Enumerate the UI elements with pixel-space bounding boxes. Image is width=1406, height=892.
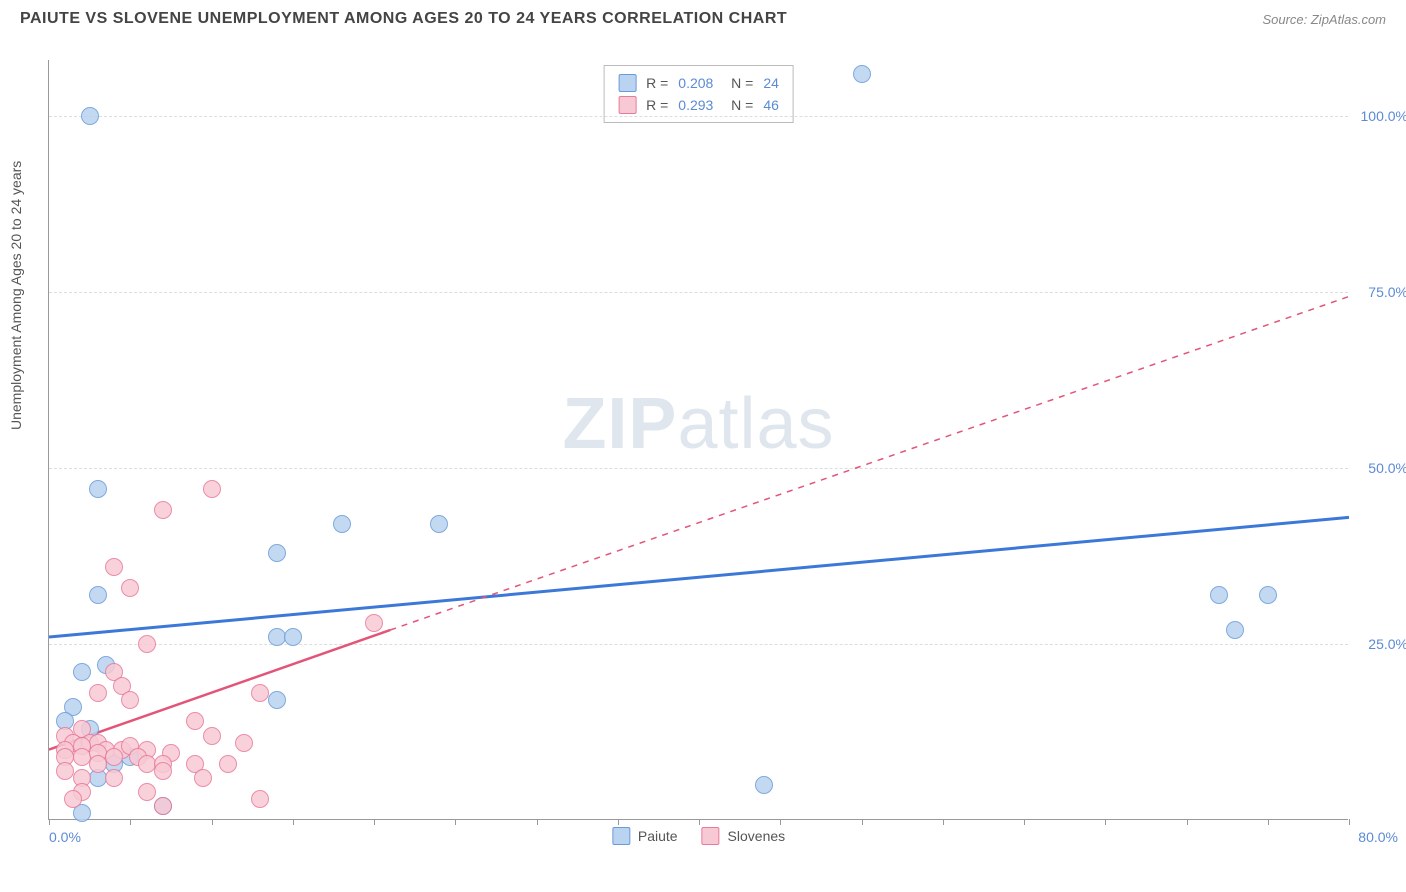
x-tick — [49, 819, 50, 825]
data-point — [81, 107, 99, 125]
x-axis-max-label: 80.0% — [1358, 829, 1398, 845]
paiute-r-value: 0.208 — [678, 75, 713, 91]
x-tick — [130, 819, 131, 825]
data-point — [203, 727, 221, 745]
series-legend: Paiute Slovenes — [612, 827, 785, 845]
paiute-legend-label: Paiute — [638, 828, 678, 844]
legend-item-paiute: Paiute — [612, 827, 678, 845]
trend-lines — [49, 60, 1349, 820]
r-label: R = — [646, 75, 668, 91]
data-point — [138, 635, 156, 653]
paiute-swatch — [618, 74, 636, 92]
data-point — [365, 614, 383, 632]
data-point — [105, 748, 123, 766]
y-tick-label: 75.0% — [1368, 284, 1406, 300]
slovenes-swatch — [618, 96, 636, 114]
x-tick — [293, 819, 294, 825]
data-point — [121, 691, 139, 709]
legend-row-paiute: R = 0.208 N = 24 — [618, 72, 779, 94]
data-point — [73, 663, 91, 681]
data-point — [251, 684, 269, 702]
x-tick — [780, 819, 781, 825]
header: PAIUTE VS SLOVENE UNEMPLOYMENT AMONG AGE… — [0, 0, 1406, 38]
source-attribution: Source: ZipAtlas.com — [1262, 12, 1386, 27]
data-point — [105, 769, 123, 787]
chart-title: PAIUTE VS SLOVENE UNEMPLOYMENT AMONG AGE… — [20, 10, 787, 28]
slovenes-n-value: 46 — [763, 97, 779, 113]
x-axis-min-label: 0.0% — [49, 829, 81, 845]
data-point — [89, 586, 107, 604]
x-tick — [1105, 819, 1106, 825]
data-point — [138, 783, 156, 801]
data-point — [251, 790, 269, 808]
x-tick — [1024, 819, 1025, 825]
slovenes-r-value: 0.293 — [678, 97, 713, 113]
data-point — [89, 755, 107, 773]
x-tick — [374, 819, 375, 825]
gridline-h — [49, 292, 1348, 293]
x-tick — [862, 819, 863, 825]
legend-row-slovenes: R = 0.293 N = 46 — [618, 94, 779, 116]
data-point — [219, 755, 237, 773]
r-label: R = — [646, 97, 668, 113]
x-tick — [537, 819, 538, 825]
x-tick — [699, 819, 700, 825]
x-tick — [212, 819, 213, 825]
x-tick — [1349, 819, 1350, 825]
data-point — [64, 790, 82, 808]
y-tick-label: 50.0% — [1368, 460, 1406, 476]
data-point — [121, 579, 139, 597]
data-point — [430, 515, 448, 533]
n-label: N = — [723, 97, 753, 113]
x-tick — [618, 819, 619, 825]
y-tick-label: 25.0% — [1368, 636, 1406, 652]
x-tick — [943, 819, 944, 825]
x-tick — [1187, 819, 1188, 825]
correlation-legend: R = 0.208 N = 24 R = 0.293 N = 46 — [603, 65, 794, 123]
data-point — [194, 769, 212, 787]
data-point — [268, 691, 286, 709]
data-point — [89, 684, 107, 702]
data-point — [755, 776, 773, 794]
gridline-h — [49, 116, 1348, 117]
watermark: ZIPatlas — [562, 383, 834, 465]
slovenes-legend-label: Slovenes — [728, 828, 786, 844]
data-point — [89, 480, 107, 498]
paiute-swatch-icon — [612, 827, 630, 845]
scatter-plot: ZIPatlas R = 0.208 N = 24 R = 0.293 N = … — [48, 60, 1348, 820]
data-point — [154, 762, 172, 780]
data-point — [154, 501, 172, 519]
gridline-h — [49, 644, 1348, 645]
data-point — [235, 734, 253, 752]
y-tick-label: 100.0% — [1361, 108, 1406, 124]
data-point — [853, 65, 871, 83]
gridline-h — [49, 468, 1348, 469]
data-point — [284, 628, 302, 646]
paiute-n-value: 24 — [763, 75, 779, 91]
legend-item-slovenes: Slovenes — [702, 827, 786, 845]
data-point — [1210, 586, 1228, 604]
x-tick — [455, 819, 456, 825]
slovenes-swatch-icon — [702, 827, 720, 845]
data-point — [1226, 621, 1244, 639]
x-tick — [1268, 819, 1269, 825]
data-point — [1259, 586, 1277, 604]
chart-area: ZIPatlas R = 0.208 N = 24 R = 0.293 N = … — [48, 60, 1388, 840]
data-point — [268, 544, 286, 562]
y-axis-label: Unemployment Among Ages 20 to 24 years — [8, 161, 24, 430]
data-point — [154, 797, 172, 815]
data-point — [333, 515, 351, 533]
data-point — [203, 480, 221, 498]
data-point — [105, 558, 123, 576]
data-point — [186, 712, 204, 730]
n-label: N = — [723, 75, 753, 91]
